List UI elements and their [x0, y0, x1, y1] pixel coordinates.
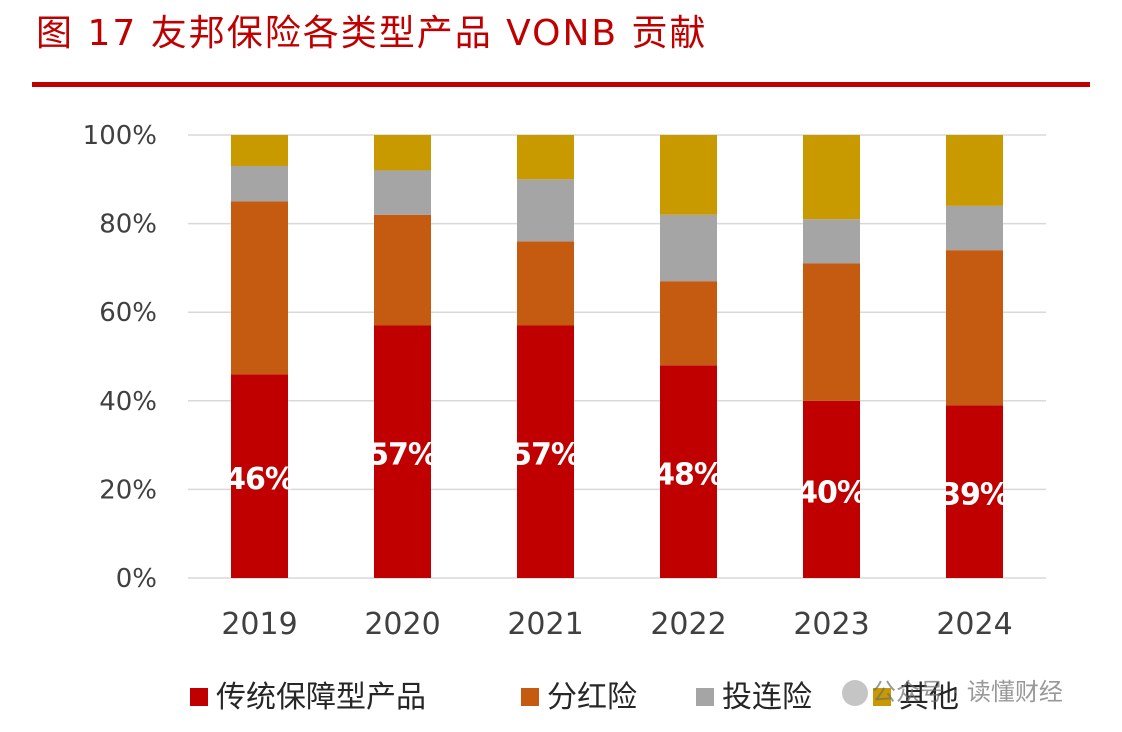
bar-segment: [803, 219, 860, 264]
bar-segment: [946, 135, 1003, 206]
bar-segment: [660, 365, 717, 578]
legend-swatch: [696, 688, 714, 706]
bar-segment: [374, 170, 431, 215]
bar-segment: [803, 135, 860, 220]
watermark: 公众号 · 读懂财经: [842, 672, 1063, 707]
legend-swatch: [190, 688, 208, 706]
legend-swatch: [521, 688, 539, 706]
x-tick-label: 2020: [364, 607, 440, 642]
data-label: 57%: [368, 438, 438, 473]
data-label: 40%: [797, 475, 867, 510]
title-divider: [32, 82, 1090, 87]
bar-segment: [660, 281, 717, 366]
bar-segment: [517, 241, 574, 326]
bar-segment: [946, 205, 1003, 251]
bar-segment: [374, 135, 431, 171]
data-label: 46%: [225, 462, 295, 497]
legend-label: 其他: [899, 680, 959, 715]
watermark-text: 公众号 · 读懂财经: [872, 678, 1063, 706]
data-label: 57%: [511, 438, 581, 473]
legend-swatch: [873, 688, 891, 706]
bar-segment: [660, 214, 717, 282]
data-label: 48%: [654, 458, 724, 493]
y-tick-label: 100%: [83, 121, 157, 151]
chart-title: 图 17 友邦保险各类型产品 VONB 贡献: [36, 13, 708, 54]
bar-segment: [517, 135, 574, 180]
bar-segment: [803, 400, 860, 578]
legend-label: 分红险: [547, 680, 637, 715]
bar-segment: [374, 214, 431, 326]
bar-segment: [231, 374, 288, 578]
x-tick-label: 2023: [793, 607, 869, 642]
legend-label: 传统保障型产品: [216, 680, 426, 715]
bar-segment: [231, 135, 288, 167]
y-tick-label: 0%: [116, 564, 157, 594]
x-tick-label: 2024: [936, 607, 1012, 642]
y-tick-label: 80%: [99, 210, 157, 240]
bar-segment: [946, 250, 1003, 406]
bar-segment: [231, 166, 288, 202]
bar-segment: [374, 325, 431, 578]
bar-segment: [946, 405, 1003, 578]
wechat-icon: [842, 680, 868, 706]
legend-label: 投连险: [722, 680, 812, 715]
x-tick-label: 2022: [650, 607, 726, 642]
x-tick-label: 2021: [507, 607, 583, 642]
y-tick-label: 40%: [99, 387, 157, 417]
bar-segment: [803, 263, 860, 401]
data-label: 39%: [940, 478, 1010, 513]
bar-segment: [517, 179, 574, 242]
bar-segment: [517, 325, 574, 578]
y-tick-label: 60%: [99, 298, 157, 328]
bar-segment: [231, 201, 288, 375]
x-tick-label: 2019: [221, 607, 297, 642]
y-tick-label: 20%: [99, 475, 157, 505]
bar-segment: [660, 135, 717, 215]
